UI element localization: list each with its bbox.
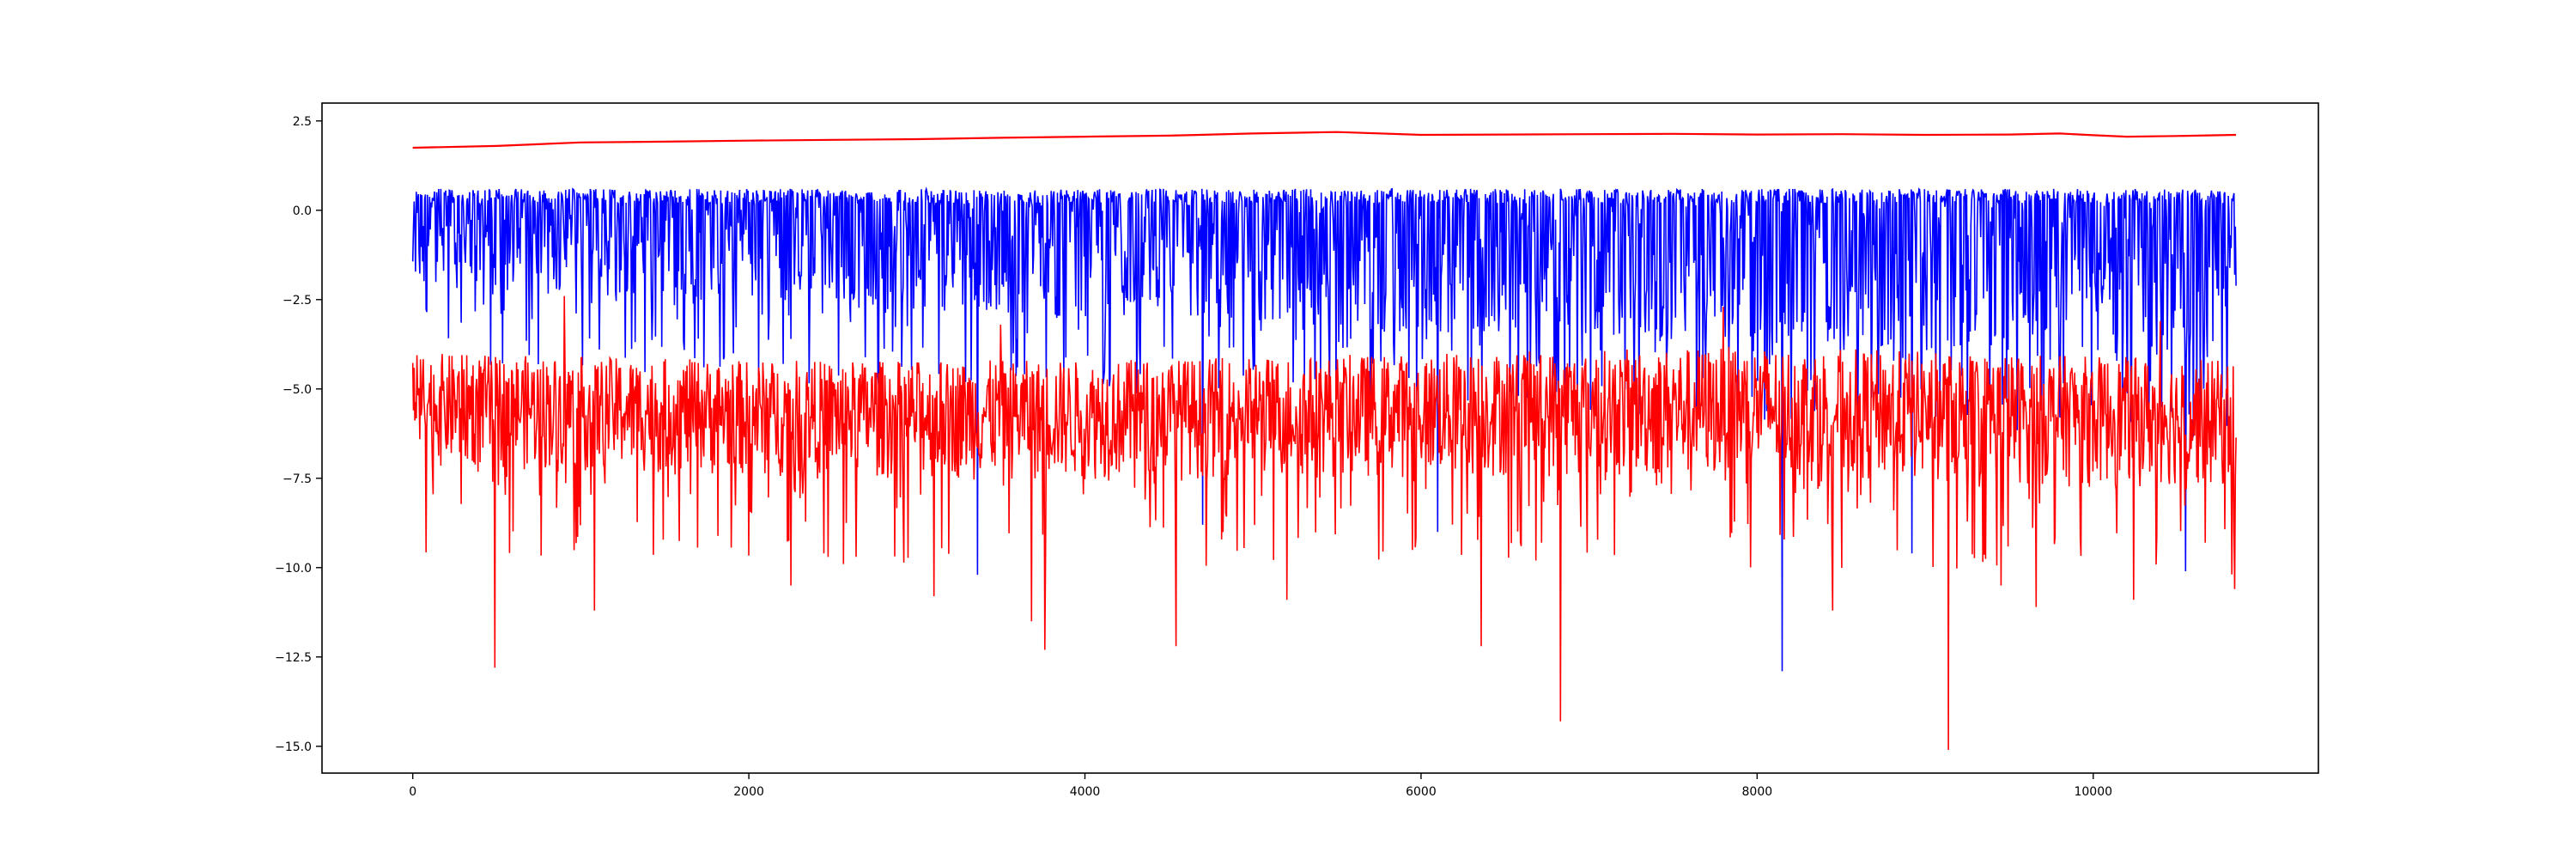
- y-tick-label: −10.0: [275, 562, 312, 576]
- x-tick-label: 10000: [2074, 785, 2112, 799]
- y-tick-label: −12.5: [275, 651, 312, 665]
- x-axis: 0 2000 4000 6000 8000 10000: [409, 773, 2112, 799]
- y-tick-label: 2.5: [293, 115, 312, 129]
- x-tick-label: 6000: [1406, 785, 1437, 799]
- x-tick-label: 4000: [1070, 785, 1101, 799]
- series-line-3: [412, 131, 2237, 149]
- y-tick-label: −7.5: [283, 472, 312, 486]
- y-tick-label: −2.5: [283, 294, 312, 308]
- y-tick-label: −15.0: [275, 740, 312, 754]
- series-line-2: [411, 295, 2237, 751]
- x-tick-label: 2000: [733, 785, 764, 799]
- y-tick-label: −5.0: [283, 383, 312, 397]
- series-layer: [411, 131, 2237, 751]
- y-tick-label: 0.0: [293, 204, 312, 218]
- x-tick-label: 8000: [1742, 785, 1773, 799]
- series-line-1: [411, 186, 2237, 672]
- plot-frame: [321, 102, 2319, 774]
- y-axis: 2.5 0.0 −2.5 −5.0 −7.5 −10.0 −12.5 −15.0: [275, 115, 322, 754]
- x-tick-label: 0: [409, 785, 416, 799]
